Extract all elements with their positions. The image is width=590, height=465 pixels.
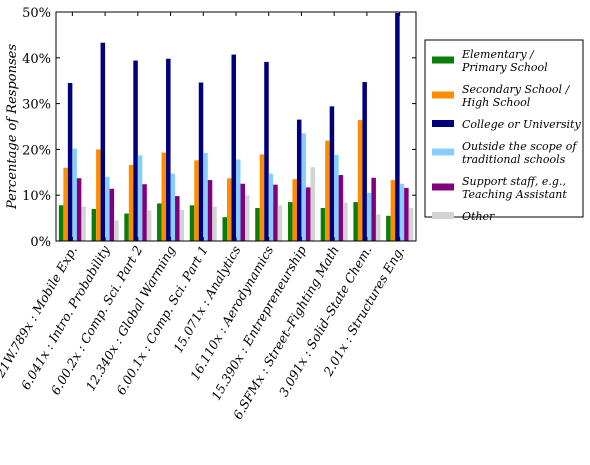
bar-outside-the-scope-of-traditional-schools-10 [399, 183, 405, 241]
bar-secondary-school-high-school-0 [63, 167, 68, 241]
y-tick-label: 10% [22, 189, 51, 204]
bar-outside-the-scope-of-traditional-schools-7 [301, 133, 306, 241]
legend: Elementary /Primary School Secondary Scho… [424, 39, 584, 223]
legend-label: College or University [462, 118, 581, 131]
bar-secondary-school-high-school-1 [96, 149, 101, 241]
bar-secondary-school-high-school-8 [325, 140, 330, 241]
legend-swatch-other [432, 212, 454, 219]
bar-elementary-primary-school-9 [353, 202, 358, 241]
legend-label: Outside the scope of [462, 140, 578, 153]
bar-college-or-university-5 [231, 54, 236, 242]
bar-outside-the-scope-of-traditional-schools-5 [236, 159, 241, 241]
bar-college-or-university-1 [100, 42, 106, 241]
bar-elementary-primary-school-3 [157, 203, 162, 241]
bars-layer [58, 12, 414, 242]
bar-secondary-school-high-school-10 [390, 180, 396, 241]
y-tick-label: 40% [22, 52, 51, 67]
bar-other-7 [310, 167, 315, 241]
bar-other-1 [114, 220, 119, 241]
bar-college-or-university-7 [296, 119, 302, 241]
bar-college-or-university-0 [67, 82, 73, 242]
legend-label: Support staff, e.g., [462, 175, 566, 188]
bar-elementary-primary-school-0 [58, 205, 64, 241]
bar-secondary-school-high-school-2 [128, 164, 134, 241]
bar-support-staff-e-g-teaching-assistant-8 [338, 175, 344, 241]
bar-other-10 [408, 208, 414, 241]
bar-support-staff-e-g-teaching-assistant-0 [76, 178, 82, 241]
bar-other-9 [375, 214, 381, 241]
bar-support-staff-e-g-teaching-assistant-9 [371, 177, 376, 241]
bar-support-staff-e-g-teaching-assistant-3 [175, 196, 180, 241]
y-tick-label: 20% [22, 143, 51, 158]
bar-college-or-university-10 [395, 12, 400, 242]
bar-other-2 [146, 210, 152, 241]
bar-support-staff-e-g-teaching-assistant-5 [240, 183, 245, 241]
y-axis-label: Percentage of Responses [5, 44, 20, 210]
bar-other-6 [277, 205, 283, 241]
legend-label: Other [462, 210, 495, 223]
bar-secondary-school-high-school-6 [259, 154, 265, 241]
legend-swatch-college-or-university [432, 120, 454, 127]
bar-secondary-school-high-school-5 [227, 178, 232, 241]
bar-outside-the-scope-of-traditional-schools-3 [170, 173, 176, 241]
bar-elementary-primary-school-6 [255, 208, 260, 241]
bar-support-staff-e-g-teaching-assistant-2 [142, 184, 147, 241]
bar-support-staff-e-g-teaching-assistant-7 [305, 187, 311, 241]
bar-elementary-primary-school-2 [124, 213, 129, 241]
bar-elementary-primary-school-8 [320, 208, 326, 241]
y-tick-label: 50% [22, 6, 51, 21]
bar-secondary-school-high-school-4 [194, 160, 199, 241]
legend-label: traditional schools [462, 153, 566, 166]
y-axis: 0% 10% 20% 30% 40% 50% [22, 6, 416, 250]
legend-swatch-outside-the-scope-of-traditional-schools [432, 148, 454, 156]
bar-outside-the-scope-of-traditional-schools-1 [105, 176, 110, 241]
bar-outside-the-scope-of-traditional-schools-6 [268, 173, 274, 241]
bar-secondary-school-high-school-3 [161, 152, 167, 241]
bar-secondary-school-high-school-7 [292, 179, 297, 241]
bar-other-5 [245, 195, 250, 241]
bar-outside-the-scope-of-traditional-schools-0 [72, 148, 77, 241]
legend-label: High School [461, 96, 531, 109]
bar-college-or-university-2 [133, 60, 138, 241]
y-tick-label: 0% [30, 235, 51, 250]
y-tick-label: 30% [22, 98, 51, 113]
bar-elementary-primary-school-10 [386, 215, 391, 241]
legend-swatch-secondary-school-high-school [432, 91, 454, 99]
bar-support-staff-e-g-teaching-assistant-6 [273, 184, 278, 241]
bar-college-or-university-6 [264, 61, 269, 241]
legend-label: Secondary School / [462, 83, 571, 96]
bar-college-or-university-4 [198, 82, 204, 241]
legend-label: Elementary / [461, 48, 535, 61]
legend-label: Primary School [461, 61, 548, 74]
bar-college-or-university-9 [362, 82, 367, 241]
legend-swatch-support-staff-e-g-teaching-assistant [432, 183, 454, 191]
legend-label: Teaching Assistant [462, 188, 567, 201]
bar-support-staff-e-g-teaching-assistant-4 [207, 180, 213, 241]
bar-other-8 [343, 202, 348, 241]
legend-swatch-elementary-primary-school [432, 56, 454, 64]
bar-other-3 [179, 209, 185, 241]
bar-college-or-university-8 [329, 106, 335, 241]
bar-support-staff-e-g-teaching-assistant-1 [109, 188, 115, 241]
bar-other-4 [212, 206, 217, 241]
bar-elementary-primary-school-4 [189, 205, 195, 241]
bar-college-or-university-3 [166, 58, 171, 241]
bar-outside-the-scope-of-traditional-schools-4 [203, 153, 208, 241]
bar-elementary-primary-school-7 [287, 202, 293, 241]
bar-elementary-primary-school-5 [222, 217, 227, 241]
bar-support-staff-e-g-teaching-assistant-10 [404, 187, 409, 241]
bar-outside-the-scope-of-traditional-schools-9 [366, 192, 372, 241]
bar-outside-the-scope-of-traditional-schools-2 [137, 155, 143, 241]
bar-outside-the-scope-of-traditional-schools-8 [334, 154, 339, 241]
bar-secondary-school-high-school-9 [357, 120, 363, 241]
bar-other-0 [81, 206, 86, 241]
bar-elementary-primary-school-1 [91, 208, 97, 241]
